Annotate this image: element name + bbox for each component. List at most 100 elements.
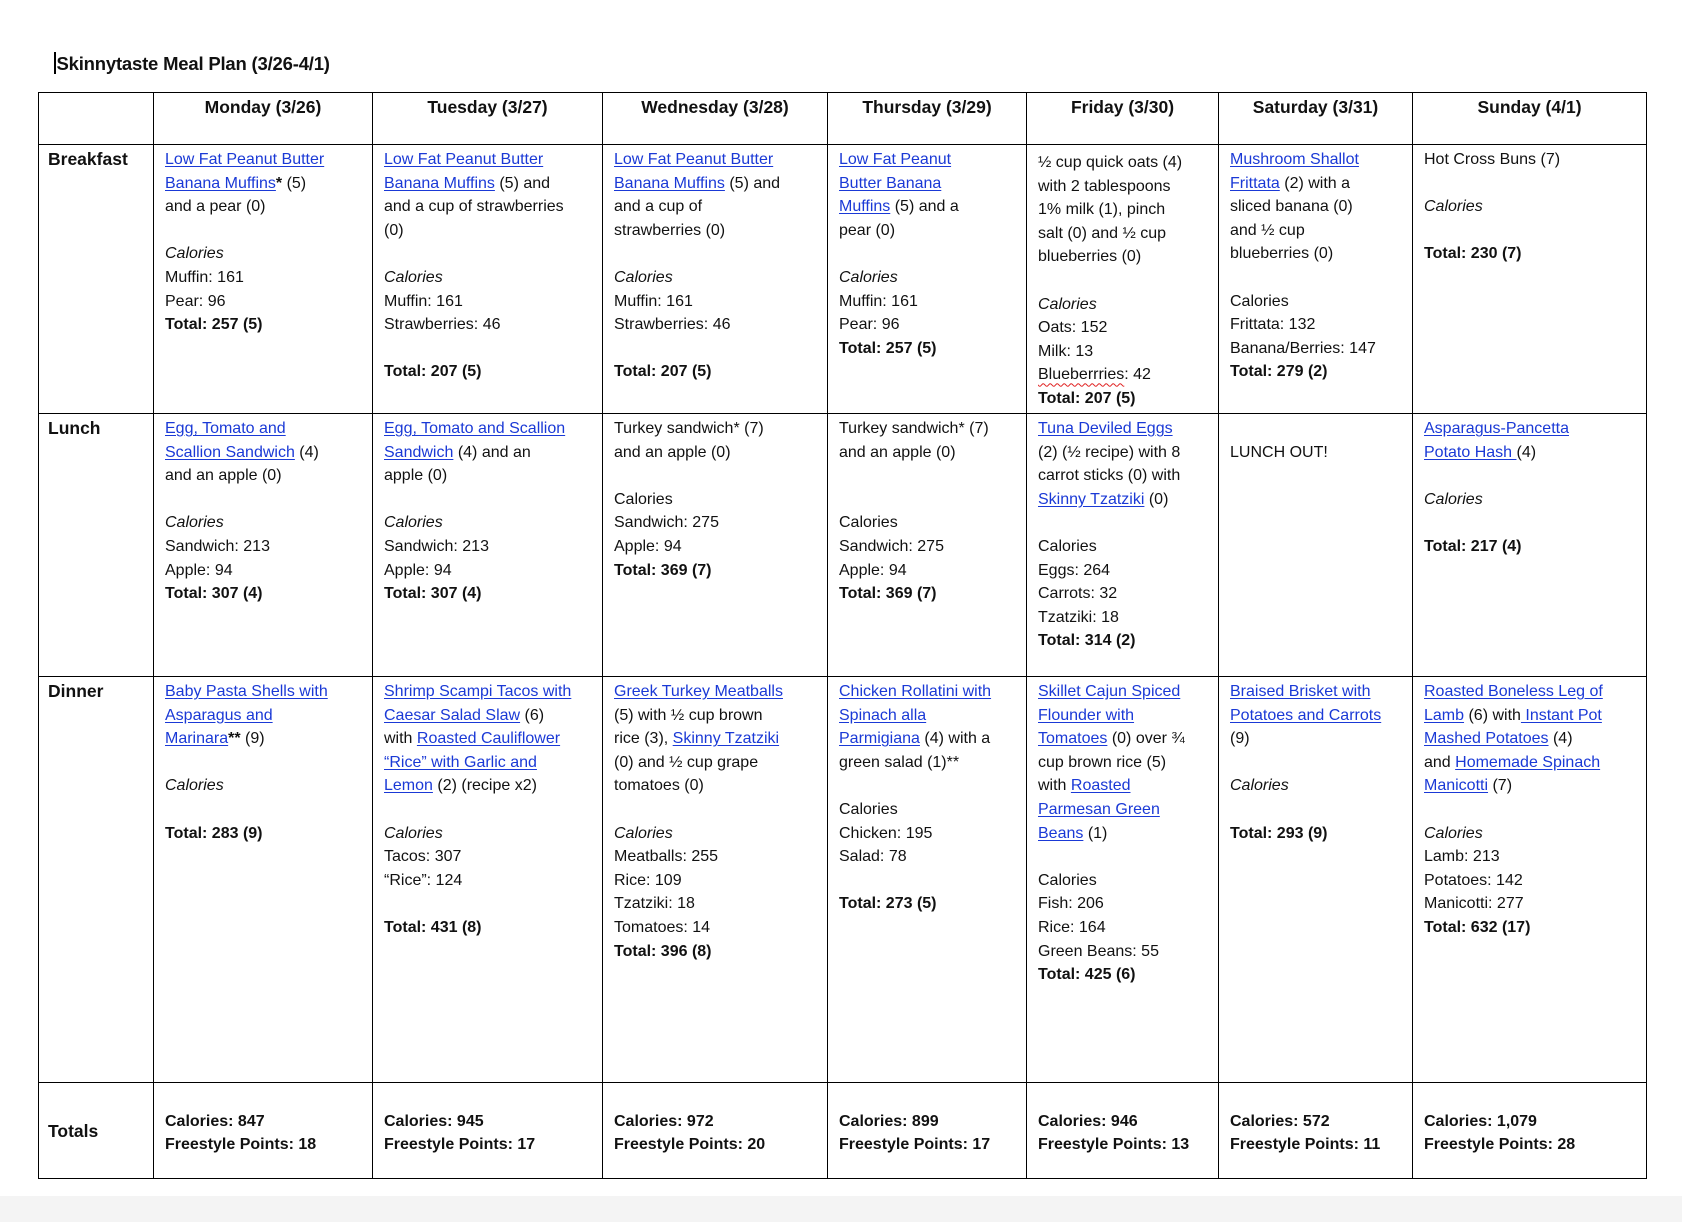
recipe-link[interactable]: Baby Pasta Shells with <box>165 683 328 700</box>
text: and a cup of <box>614 198 703 216</box>
recipe-link[interactable]: Homemade Spinach <box>1455 753 1601 771</box>
recipe-link[interactable]: Tuna Deviled Eggs <box>1038 420 1173 437</box>
cell-line: Lemon (2) (recipe x2) <box>384 774 594 798</box>
bold-text: Total: 307 (4) <box>384 585 482 603</box>
text: Sandwich: 275 <box>839 537 944 555</box>
recipe-link[interactable]: Asparagus and <box>165 706 273 724</box>
recipe-link[interactable]: Scallion Sandwich <box>165 443 295 461</box>
recipe-link[interactable]: Banana Muffins <box>614 174 725 192</box>
cell-line: with Roasted Cauliflower <box>384 727 594 751</box>
recipe-link[interactable]: Skinny Tzatziki <box>672 730 780 748</box>
recipe-link[interactable]: Braised Brisket with <box>1230 683 1371 700</box>
cell-line <box>1424 798 1638 822</box>
recipe-link[interactable]: Greek Turkey Meatballs <box>614 683 783 700</box>
cell-line: Sandwich: 275 <box>839 535 1018 559</box>
recipe-link[interactable]: Egg, Tomato and Scallion <box>384 420 566 437</box>
recipe-link[interactable]: Roasted Boneless Leg of <box>1424 683 1603 700</box>
bold-text: Total: 314 (2) <box>1038 632 1136 650</box>
text: Tzatziki: 18 <box>614 895 695 913</box>
recipe-link[interactable]: Skinny Tzatziki <box>1038 490 1145 508</box>
meal-cell: Tuna Deviled Eggs (2) (½ recipe) with 8 ca… <box>1026 413 1219 677</box>
totals-cell: Calories: 847 Freestyle Points: 18 <box>153 1082 373 1179</box>
recipe-link[interactable]: Roasted Cauliflower <box>416 730 561 748</box>
bold-text: ** <box>228 730 241 748</box>
recipe-link[interactable]: Banana Muffins <box>384 174 495 192</box>
meal-cell: ½ cup quick oats (4) with 2 tablespoons 1%… <box>1026 144 1219 414</box>
recipe-link[interactable]: Low Fat Peanut Butter <box>384 151 544 168</box>
cell-line: Total: 217 (4) <box>1424 535 1638 559</box>
recipe-link[interactable]: Parmesan Green <box>1038 800 1160 818</box>
recipe-link[interactable]: Parmigiana <box>839 730 920 748</box>
recipe-link[interactable]: “Rice” with Garlic and <box>384 753 537 771</box>
bold-text: Total: 396 (8) <box>614 942 712 960</box>
meal-cell: Baby Pasta Shells with Asparagus and Marin… <box>153 676 373 1083</box>
recipe-link[interactable]: Shrimp Scampi Tacos with <box>384 683 572 700</box>
cell-line: (9) <box>1230 727 1404 751</box>
text: with 2 tablespoons <box>1038 177 1171 195</box>
cell-line: Braised Brisket with <box>1230 680 1404 704</box>
bold-text: * <box>275 174 283 192</box>
recipe-link[interactable]: Frittata <box>1230 174 1280 192</box>
meal-label: Breakfast <box>38 144 154 414</box>
text: salt (0) and ½ cup <box>1038 224 1167 242</box>
recipe-link[interactable]: Lemon <box>384 777 433 795</box>
recipe-link[interactable]: Tomatoes <box>1038 730 1108 748</box>
italic-label: Calories <box>1424 198 1483 216</box>
recipe-link[interactable]: Flounder with <box>1038 706 1135 724</box>
recipe-link[interactable]: Spinach alla <box>839 706 927 724</box>
cell-line: Total: 396 (8) <box>614 940 819 964</box>
cell-line: Skillet Cajun Spiced <box>1038 680 1210 704</box>
cell-line: Calories <box>165 774 364 798</box>
recipe-link[interactable]: Caesar Salad Slaw <box>384 706 521 724</box>
recipe-link[interactable]: Low Fat Peanut Butter <box>614 151 774 168</box>
document-title[interactable]: Skinnytaste Meal Plan (3/26-4/1) <box>54 52 330 75</box>
cell-line: ½ cup quick oats (4) <box>1038 151 1210 175</box>
totals-row: Totals Calories: 847 Freestyle Points: 18 C… <box>38 1082 1647 1179</box>
recipe-link[interactable]: Potatoes and Carrots <box>1230 706 1382 724</box>
cell-line: and a cup of strawberries <box>384 195 594 219</box>
recipe-link[interactable]: Lamb <box>1424 706 1465 724</box>
cell-line: and an apple (0) <box>614 441 819 465</box>
recipe-link[interactable]: Banana Muffins <box>165 174 276 192</box>
cell-line: Mashed Potatoes (4) <box>1424 727 1638 751</box>
recipe-link[interactable]: Mushroom Shallot <box>1230 151 1359 168</box>
recipe-link[interactable]: Marinara <box>165 730 229 748</box>
bold-text: Total: 632 (17) <box>1424 918 1531 936</box>
text: rice (3), <box>614 730 673 748</box>
recipe-link[interactable]: Instant Pot <box>1520 706 1602 724</box>
cell-line: Baby Pasta Shells with <box>165 680 364 704</box>
text: Strawberries: 46 <box>614 316 731 334</box>
cell-line: Caesar Salad Slaw (6) <box>384 704 594 728</box>
cell-line: Frittata (2) with a <box>1230 172 1404 196</box>
recipe-link[interactable]: Low Fat Peanut Butter <box>165 151 325 168</box>
recipe-link[interactable]: Roasted <box>1070 777 1131 795</box>
recipe-link[interactable]: Mashed Potatoes <box>1424 730 1549 748</box>
cell-line <box>614 242 819 266</box>
recipe-link[interactable]: Muffins <box>839 198 891 216</box>
text: Eggs: 264 <box>1038 561 1111 579</box>
recipe-link[interactable]: Low Fat Peanut <box>839 151 952 168</box>
bold-text: Total: 369 (7) <box>614 561 712 579</box>
recipe-link[interactable]: Manicotti <box>1424 777 1489 795</box>
text: Milk: 13 <box>1038 342 1094 360</box>
cell-line: Apple: 94 <box>165 559 364 583</box>
recipe-link[interactable]: Beans <box>1038 824 1084 842</box>
text: Chicken: 195 <box>839 824 933 842</box>
bold-text: Total: 207 (5) <box>614 363 712 381</box>
cell-line <box>839 488 1018 512</box>
cell-line: “Rice”: 124 <box>384 869 594 893</box>
recipe-link[interactable]: Asparagus-Pancetta <box>1424 420 1569 437</box>
recipe-link[interactable]: Butter Banana <box>839 174 942 192</box>
text: Lamb: 213 <box>1424 848 1500 866</box>
text: (4) with a <box>919 730 991 748</box>
recipe-link[interactable]: Chicken Rollatini with <box>839 683 992 700</box>
recipe-link[interactable]: Sandwich <box>384 443 454 461</box>
recipe-link[interactable]: Potato Hash <box>1424 443 1517 461</box>
text: and ½ cup <box>1230 221 1305 239</box>
cell-line: Potatoes and Carrots <box>1230 704 1404 728</box>
cell-line: Banana Muffins (5) and <box>384 172 594 196</box>
cell-line <box>1230 266 1404 290</box>
total-freestyle-points: Freestyle Points: 28 <box>1424 1136 1576 1154</box>
recipe-link[interactable]: Skillet Cajun Spiced <box>1038 683 1181 700</box>
recipe-link[interactable]: Egg, Tomato and <box>165 420 286 437</box>
